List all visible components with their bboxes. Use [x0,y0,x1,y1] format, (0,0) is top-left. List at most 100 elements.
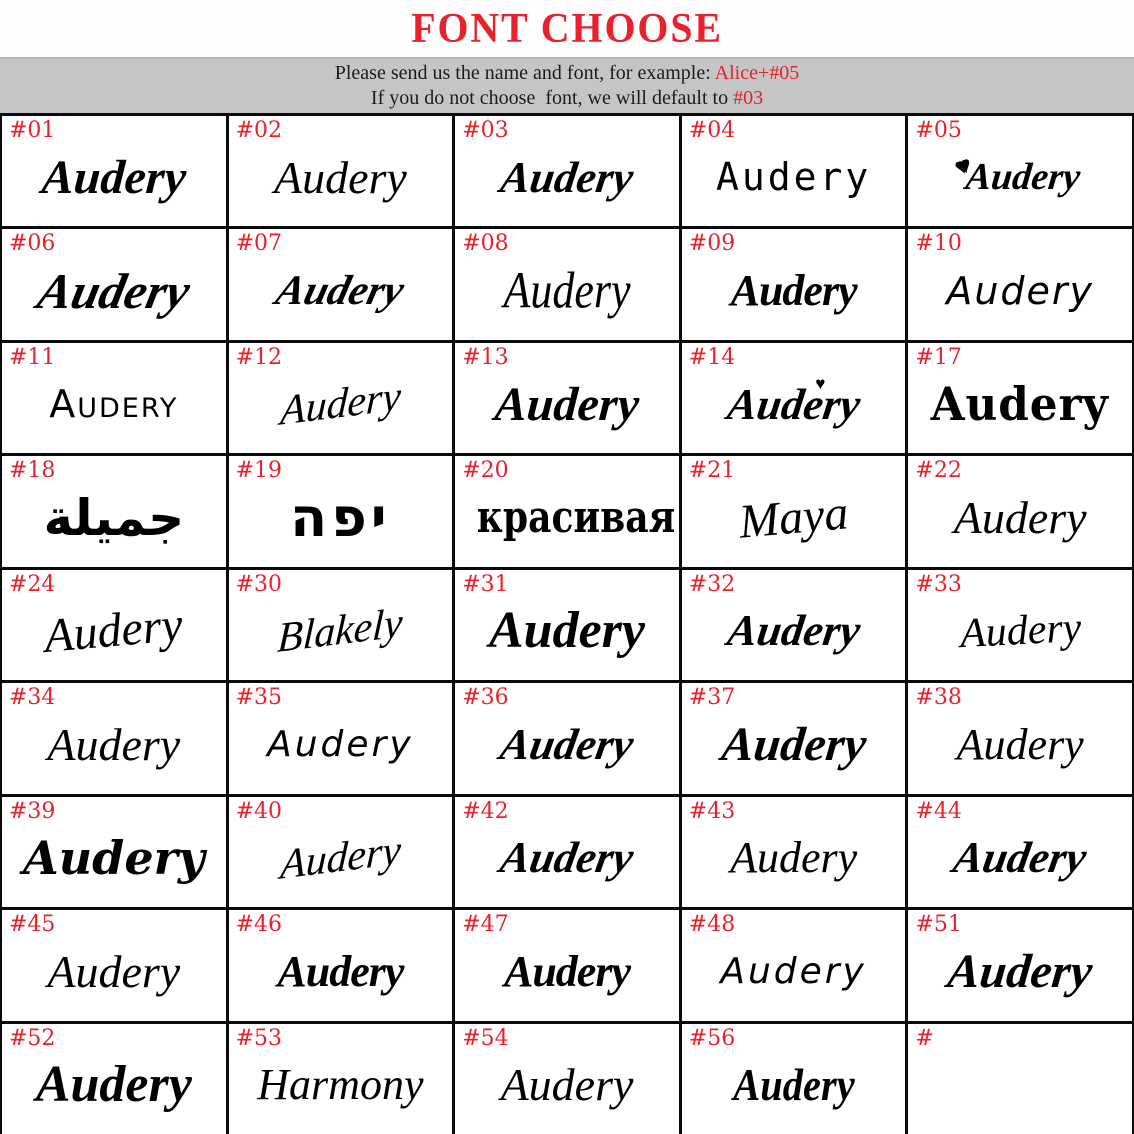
font-sample: Audery [47,718,181,770]
font-cell-24: #24 Audery [2,569,226,681]
font-sample-wrap: Audery [501,1058,634,1111]
font-sample: جميلة [43,488,185,547]
font-number: #12 [235,344,283,370]
font-cell-32: #32 Audery [681,569,906,681]
font-sample: Audery [42,598,186,664]
font-sample: Audery [278,827,402,889]
page-title: FONT CHOOSE [411,5,723,52]
font-sample-wrap: Audery [730,832,857,883]
font-sample-wrap: Audery [503,946,631,997]
font-cell-11: #11 Audery [2,342,226,454]
font-number: #46 [235,912,283,938]
font-cell-48: #48 Audery [681,910,906,1021]
font-number: #02 [235,118,283,143]
font-number: #42 [462,798,509,824]
font-sample: Blakely [276,599,405,662]
font-sample-wrap: Maya [737,486,851,548]
font-sample: Audery [931,377,1110,432]
font-sample-wrap: Audery [279,827,402,888]
font-cell-31: #31 Audery [455,569,679,681]
font-sample: Audery [277,946,404,996]
font-cell-19: #19 יפה [228,456,453,567]
font-cell-51: #51 Audery [908,910,1132,1021]
font-number: #56 [688,1025,736,1051]
font-number: #11 [9,344,56,370]
font-sample-wrap: Audery [716,155,871,199]
banner-line-1-text: Please send us the name and font, for ex… [334,62,715,84]
font-number: #22 [915,458,962,484]
font-cell-53: #53 Harmony [228,1023,453,1134]
font-cell-54: #54 Audery [455,1023,679,1134]
font-cell-30: #30 Blakely [228,569,453,681]
font-sample: Audery [39,150,188,204]
font-number: #54 [462,1025,509,1051]
font-sample-wrap: Audery [493,377,641,432]
font-sample-wrap: Audery [498,152,637,203]
font-sample-wrap: Audery [926,377,1114,431]
heart-icon: ♥ [815,373,826,393]
font-cell-38: #38 Audery [908,683,1132,794]
font-sample: Audery [964,156,1083,199]
font-sample: Audery [503,946,631,996]
font-number: #35 [235,685,283,711]
font-number: #09 [688,231,736,257]
font-sample-wrap: Audery [277,946,404,997]
font-sample: Audery [49,382,179,427]
header: FONT CHOOSE [0,0,1134,57]
font-sample-wrap: Audery [720,951,867,992]
font-sample-wrap: Audery ♥ [724,375,863,430]
font-number: #18 [9,458,56,484]
font-number: #31 [462,571,509,597]
banner-line-1-highlight: Alice+#05 [714,62,800,84]
font-sample-wrap: Audery [279,373,402,434]
font-cell-37: #37 Audery [681,683,906,794]
font-cell-39: #39 Audery [2,796,226,908]
font-number: #45 [9,912,56,938]
font-number: #51 [915,912,962,938]
font-number: #10 [915,231,962,257]
font-sample: Audery [271,267,410,314]
font-sample: Audery [718,717,869,771]
font-number: #47 [462,912,509,938]
font-cell-12: #12 Audery [228,342,453,454]
font-sample-wrap: Audery [497,719,638,770]
font-sample-wrap: جميلة [43,489,184,547]
font-sample: Audery [732,1059,855,1111]
font-number: #48 [688,912,736,938]
font-sample: Audery [267,723,414,765]
font-sample: Audery [730,266,858,316]
font-number: #30 [235,571,283,597]
font-sample: Audery [953,492,1087,544]
font-cell-47: #47 Audery [455,910,679,1021]
font-sample: Audery [715,155,872,200]
font-number: #06 [9,231,56,257]
font-sample-wrap: Audery [958,605,1082,657]
font-cell-06: #06 Audery [2,229,226,340]
font-number: #53 [235,1025,283,1051]
font-cell-35: #35 Audery [228,683,453,794]
font-number: #39 [9,798,56,824]
font-cell-14: #14 Audery ♥ [681,342,906,454]
font-sample: Audery [956,719,1084,769]
font-number: #13 [462,344,509,370]
font-sample: Audery [500,1059,634,1111]
font-sample: יפה [290,486,391,550]
font-sample-wrap: Audery [724,605,863,656]
font-cell-08: #08 Audery [455,229,679,340]
font-sample: Maya [736,486,851,549]
font-sample: Audery [949,833,1091,883]
font-sample-wrap: Audery [946,269,1094,313]
font-number: #17 [915,344,962,370]
font-cell-36: #36 Audery [455,683,679,794]
font-sample: Audery [35,1056,192,1114]
font-sample-wrap: Audery [503,262,630,320]
font-sample-wrap: Audery [272,267,409,315]
font-sample-wrap: Audery [730,265,858,316]
font-sample-wrap: Audery [489,601,645,660]
font-cell-01: #01 Audery [2,116,226,227]
banner-line-2: If you do not choose font, we will defau… [371,86,763,111]
font-cell-03: #03 Audery [455,116,679,227]
font-sample-wrap: Audery [497,832,638,883]
font-number: # [915,1025,934,1051]
font-sample: Audery [496,833,638,883]
